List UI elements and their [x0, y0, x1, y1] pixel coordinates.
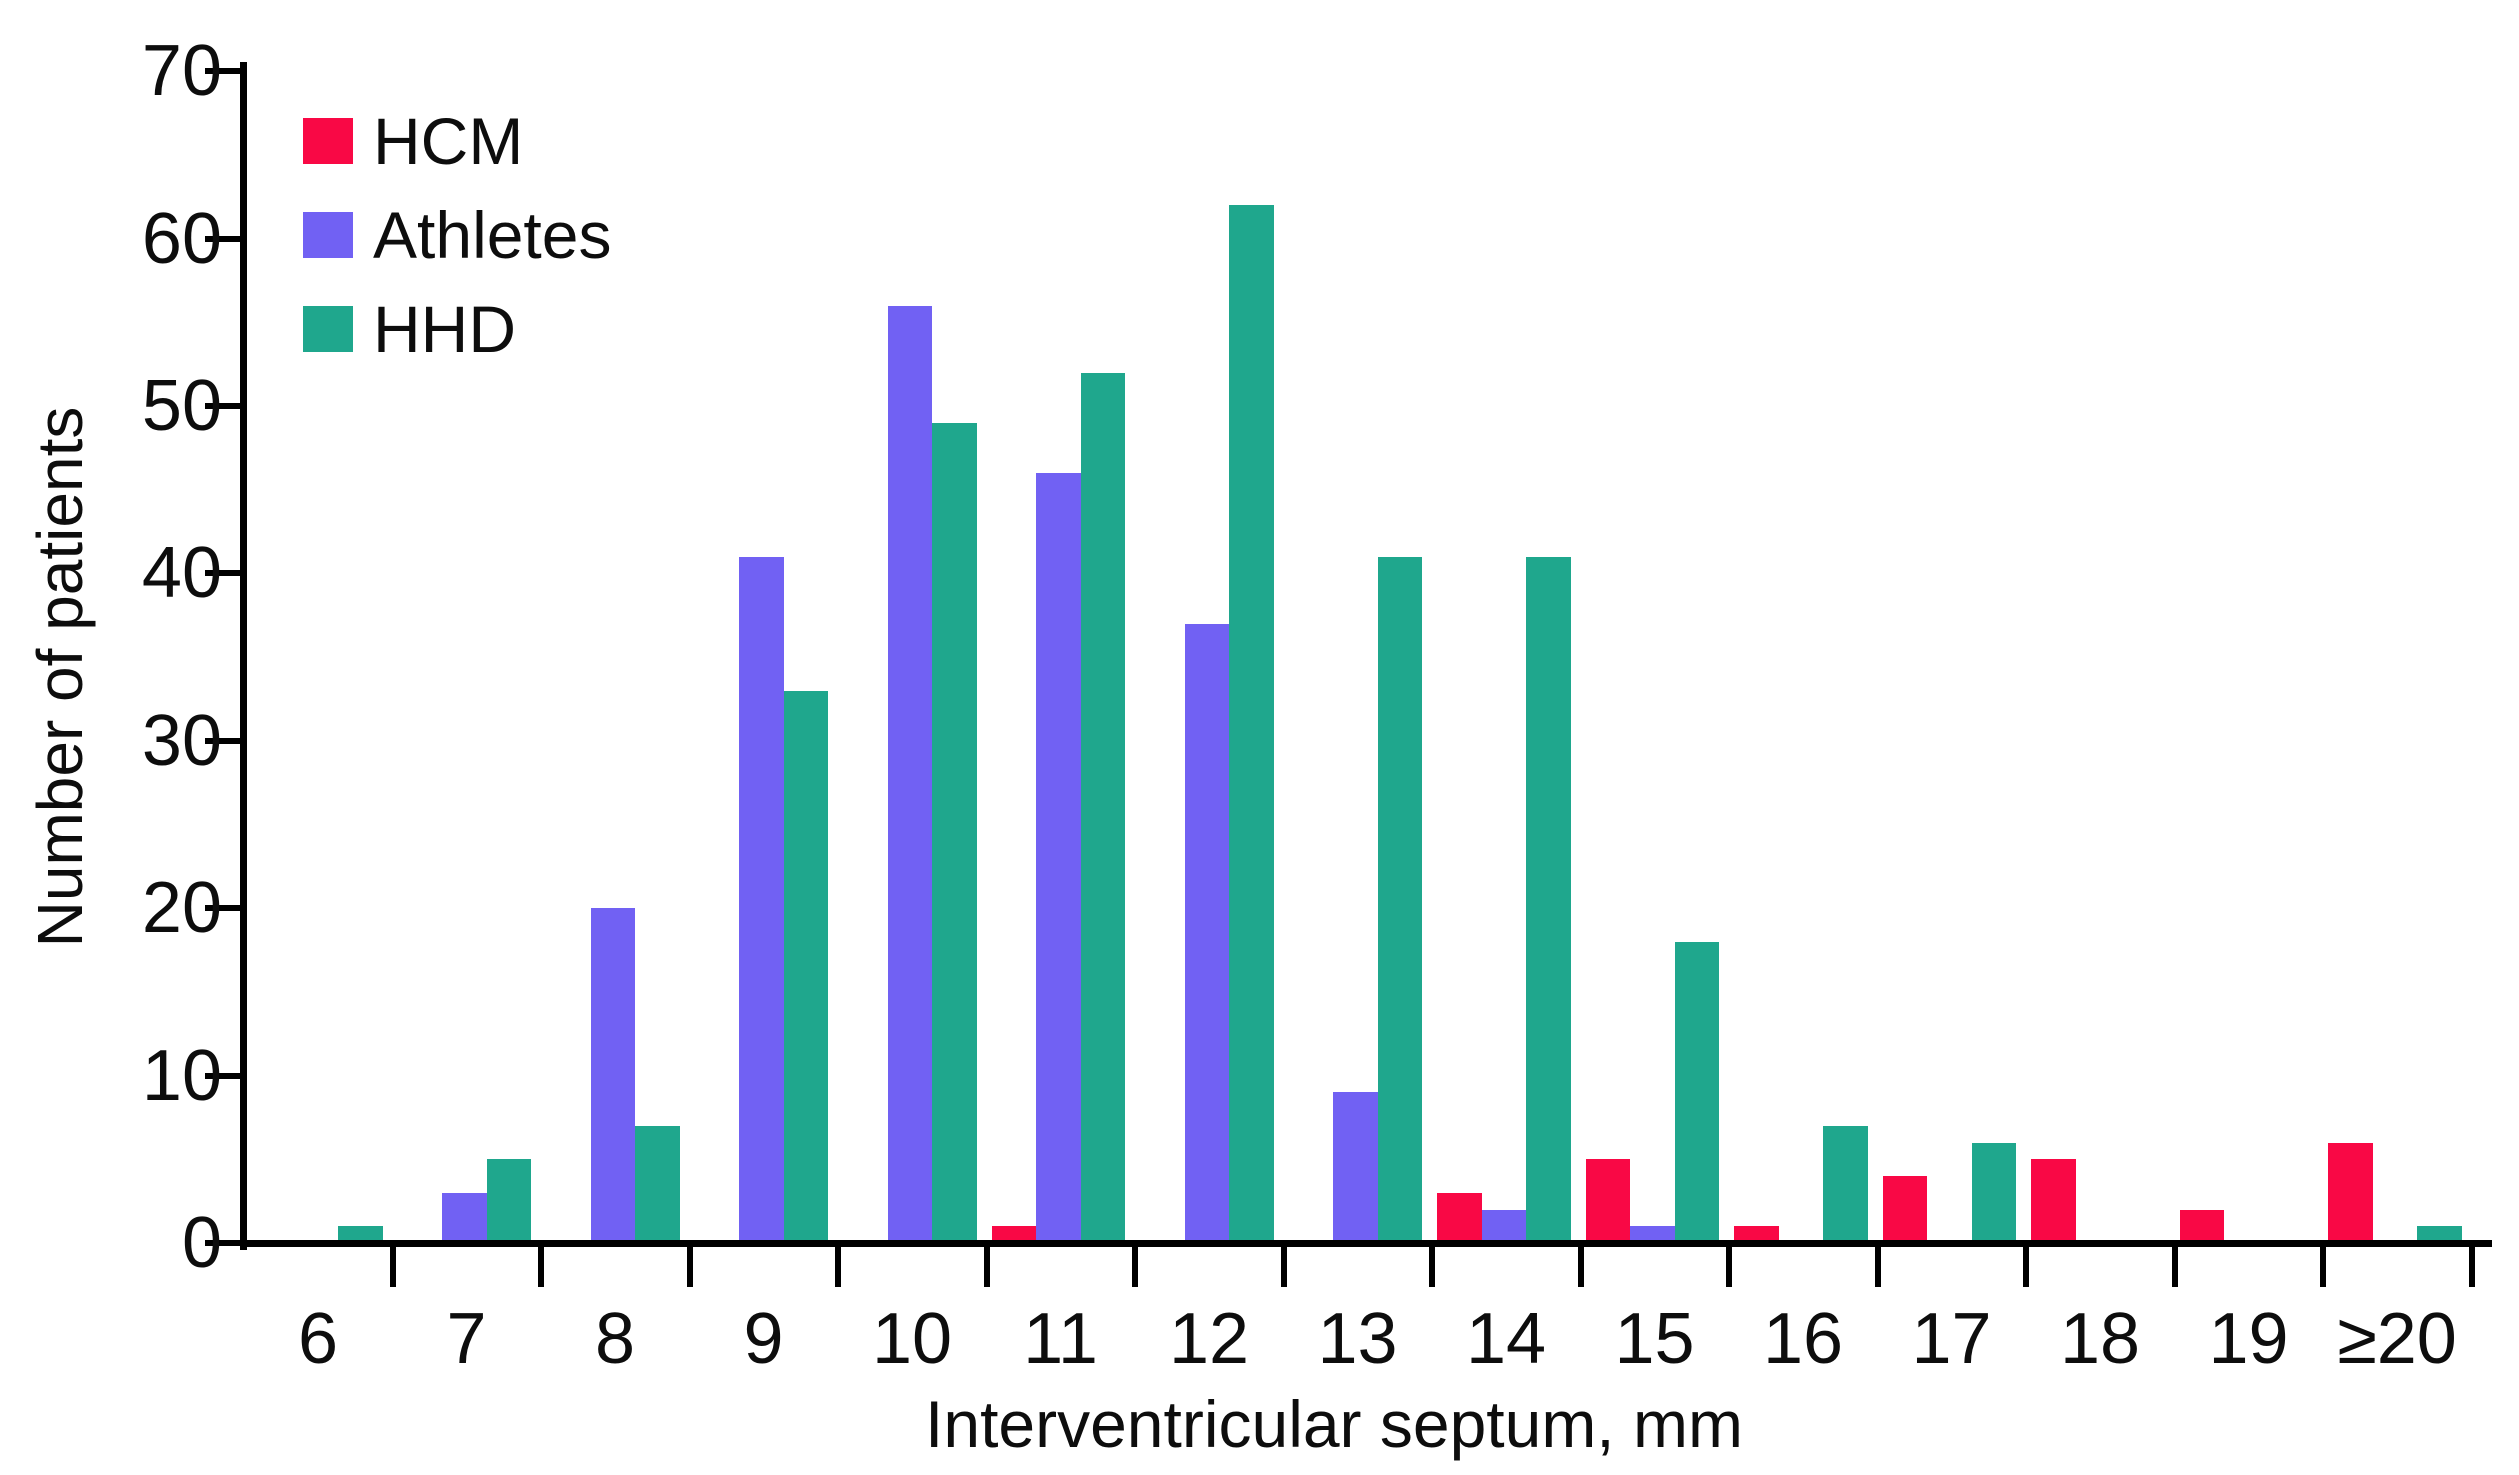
bar-hhd-12: [1229, 205, 1274, 1243]
x-axis-tick-6: [1132, 1243, 1138, 1287]
bar-athletes-15: [1630, 1226, 1675, 1243]
x-axis-title: Interventricular septum, mm: [925, 1387, 1743, 1461]
x-axis-tick-13: [2171, 1243, 2178, 1287]
x-axis-tick-label-8: 8: [594, 1299, 636, 1379]
x-axis-tick-9: [1577, 1243, 1584, 1287]
legend-label-hhd: HHD: [373, 292, 516, 366]
x-axis-tick-label-11: 11: [1023, 1299, 1098, 1379]
x-axis-tick-1: [389, 1243, 396, 1287]
bar-athletes-11: [1036, 472, 1081, 1243]
x-axis-tick-label-17: 17: [1911, 1299, 1992, 1379]
bar-hhd-7: [486, 1159, 531, 1243]
y-axis-tick-60: [205, 235, 241, 242]
x-axis-tick-4: [835, 1243, 841, 1287]
bar-hhd-15: [1674, 941, 1719, 1243]
x-axis-tick-label-19: 19: [2208, 1299, 2289, 1379]
bar-hhd-9: [783, 690, 828, 1243]
bar-hhd-11: [1080, 372, 1125, 1243]
bar-hcm-≥20: [2328, 1142, 2373, 1243]
x-axis-tick-10: [1726, 1243, 1732, 1287]
bar-hcm-16: [1734, 1226, 1779, 1243]
bar-hhd-8: [635, 1125, 680, 1243]
y-axis-line: [240, 62, 247, 1250]
x-axis-tick-3: [686, 1243, 693, 1287]
bar-hhd-≥20: [2417, 1226, 2462, 1243]
y-axis-tick-label-60: 60: [141, 198, 222, 279]
bar-hhd-14: [1526, 556, 1571, 1243]
legend-swatch-hhd: [303, 306, 353, 352]
x-axis-tick-label-6: 6: [297, 1299, 339, 1379]
y-axis-tick-20: [205, 905, 241, 912]
legend-label-hcm: HCM: [373, 104, 524, 178]
x-axis-tick-label-15: 15: [1614, 1299, 1695, 1379]
legend-item-hcm: HCM: [303, 108, 611, 174]
bar-athletes-14: [1481, 1209, 1526, 1243]
x-axis-tick-8: [1429, 1243, 1435, 1287]
bar-athletes-7: [442, 1192, 487, 1243]
y-axis-tick-label-40: 40: [141, 533, 222, 614]
bar-athletes-13: [1333, 1092, 1378, 1243]
y-axis-tick-30: [205, 737, 241, 744]
y-axis-tick-0: [205, 1240, 241, 1246]
bar-athletes-9: [739, 556, 784, 1243]
bar-hcm-11: [991, 1226, 1036, 1243]
x-axis-tick-label-14: 14: [1465, 1299, 1547, 1379]
x-axis-tick-14: [2320, 1243, 2326, 1287]
x-axis-tick-label-18: 18: [2059, 1299, 2141, 1379]
y-axis-tick-label-50: 50: [141, 366, 222, 446]
bar-hcm-19: [2179, 1209, 2224, 1243]
x-axis-tick-12: [2023, 1243, 2029, 1287]
x-axis-tick-label-≥20: ≥20: [2337, 1299, 2457, 1379]
legend-swatch-athletes: [303, 212, 353, 258]
bar-hhd-17: [1971, 1142, 2016, 1243]
x-axis-tick-label-10: 10: [871, 1299, 953, 1379]
legend-item-athletes: Athletes: [303, 202, 611, 268]
bar-hcm-14: [1437, 1192, 1482, 1243]
y-axis-tick-70: [205, 68, 241, 75]
x-axis-tick-label-12: 12: [1168, 1299, 1250, 1379]
bar-athletes-10: [887, 305, 932, 1243]
x-axis-tick-2: [538, 1243, 544, 1287]
x-axis-tick-label-13: 13: [1317, 1299, 1398, 1379]
y-axis-tick-label-10: 10: [141, 1035, 222, 1116]
y-axis-tick-50: [205, 403, 241, 409]
y-axis-tick-label-30: 30: [141, 700, 222, 781]
x-axis-tick-7: [1280, 1243, 1287, 1287]
x-axis-tick-5: [983, 1243, 990, 1287]
legend-label-athletes: Athletes: [373, 198, 612, 272]
x-axis-line: [240, 1240, 2492, 1247]
bar-hhd-16: [1823, 1125, 1868, 1243]
bar-hhd-13: [1377, 556, 1422, 1243]
x-axis-tick-15: [2468, 1243, 2475, 1287]
legend-swatch-hcm: [303, 118, 353, 164]
y-axis-tick-40: [205, 570, 241, 577]
x-axis-tick-label-9: 9: [743, 1299, 784, 1379]
bar-hcm-15: [1585, 1159, 1630, 1243]
bar-athletes-12: [1184, 623, 1229, 1243]
bar-hhd-10: [932, 422, 977, 1243]
y-axis-tick-10: [205, 1072, 241, 1079]
bar-hcm-17: [1882, 1176, 1927, 1243]
x-axis-tick-11: [1874, 1243, 1881, 1287]
y-axis-tick-label-0: 0: [181, 1203, 222, 1283]
y-axis-tick-label-20: 20: [141, 868, 222, 949]
bar-hcm-18: [2031, 1159, 2076, 1243]
bar-hhd-6: [338, 1226, 383, 1243]
y-axis-tick-label-70: 70: [141, 31, 222, 112]
bar-athletes-8: [590, 908, 635, 1243]
legend-item-hhd: HHD: [303, 296, 611, 362]
x-axis-tick-label-7: 7: [446, 1299, 487, 1379]
x-axis-tick-label-16: 16: [1762, 1299, 1844, 1379]
legend: HCM Athletes HHD: [303, 108, 611, 398]
